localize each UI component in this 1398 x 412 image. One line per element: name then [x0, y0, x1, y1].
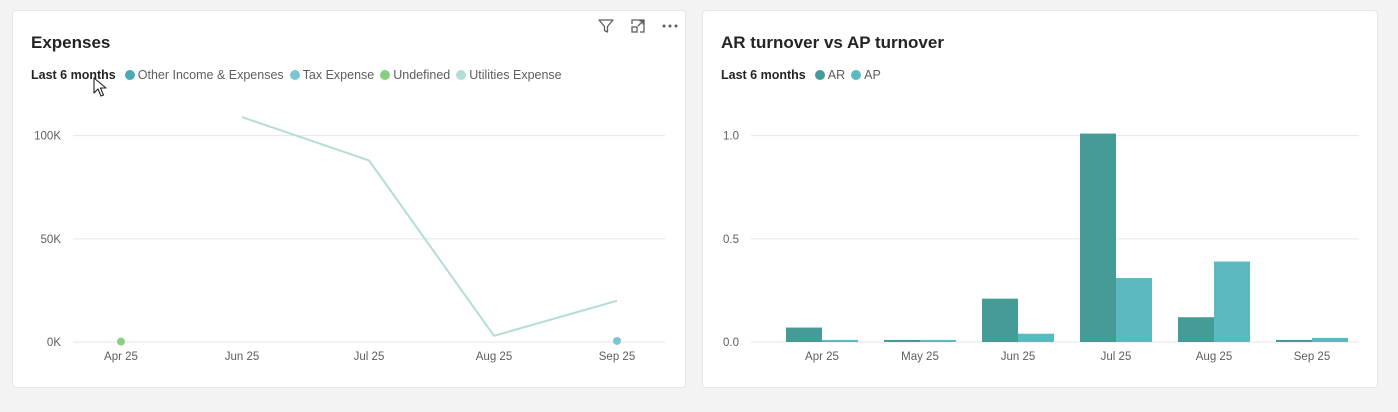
- legend-label: AP: [864, 68, 881, 82]
- bar-ar: [1080, 133, 1116, 342]
- x-tick-label: Apr 25: [104, 351, 138, 363]
- bar-ap: [1116, 278, 1152, 342]
- turnover-legend-title: Last 6 months: [721, 68, 806, 82]
- series-point-2: [117, 337, 125, 346]
- bar-ap: [1214, 261, 1250, 342]
- legend-item-tax-expense[interactable]: Tax Expense: [289, 68, 375, 82]
- legend-dot: [814, 70, 825, 80]
- x-tick-label: May 25: [901, 351, 939, 363]
- focus-mode-icon[interactable]: [627, 15, 649, 37]
- legend-dot: [124, 70, 135, 80]
- y-tick-label: 0K: [47, 337, 61, 349]
- expenses-chart: 0K 50K 100K Apr 25 Jun 25 Jul 25 Aug 25 Sep 25: [34, 116, 665, 363]
- bar-ar: [1276, 339, 1312, 342]
- expenses-title: Expenses: [31, 33, 111, 52]
- y-tick-label: 50K: [41, 234, 62, 246]
- y-tick-label: 0.5: [723, 234, 739, 246]
- bar-ar: [1178, 317, 1214, 342]
- legend-item-ar[interactable]: AR: [814, 68, 846, 82]
- turnover-title: AR turnover vs AP turnover: [721, 33, 944, 52]
- bar-ar: [982, 298, 1018, 342]
- legend-item-ap[interactable]: AP: [851, 68, 881, 82]
- legend-label: Undefined: [393, 68, 451, 82]
- filter-icon[interactable]: [595, 15, 617, 37]
- series-point-1: [613, 336, 621, 345]
- x-tick-label: Aug 25: [1196, 351, 1232, 363]
- legend-label: Tax Expense: [302, 68, 375, 82]
- x-tick-label: Jul 25: [354, 351, 385, 363]
- legend-label: Utilities Expense: [469, 68, 562, 82]
- visual-toolbar: [595, 15, 681, 37]
- y-tick-label: 100K: [34, 131, 61, 143]
- x-tick-label: Jun 25: [225, 351, 260, 363]
- bar-ar: [884, 339, 920, 342]
- x-tick-label: Jun 25: [1001, 351, 1036, 363]
- x-tick-label: Apr 25: [805, 351, 839, 363]
- expenses-card[interactable]: Expenses Last 6 months Other Income & Ex…: [12, 10, 686, 388]
- bar-ap: [1312, 337, 1348, 342]
- x-tick-label: Jul 25: [1101, 351, 1132, 363]
- legend-dot: [456, 70, 467, 80]
- legend-dot: [851, 70, 862, 80]
- mouse-cursor-icon: [93, 77, 107, 102]
- bar-ap: [822, 339, 858, 342]
- turnover-card[interactable]: AR turnover vs AP turnover Last 6 months…: [702, 10, 1378, 388]
- legend-label: Other Income & Expenses: [137, 68, 284, 82]
- legend-label: AR: [827, 68, 846, 82]
- bar-ar: [786, 327, 822, 342]
- x-tick-label: Sep 25: [1294, 351, 1330, 363]
- y-tick-label: 1.0: [723, 131, 739, 143]
- legend-dot: [289, 70, 300, 80]
- more-options-icon[interactable]: [659, 15, 681, 37]
- legend-item-other-income[interactable]: Other Income & Expenses: [124, 68, 284, 82]
- turnover-chart: 0.0 0.5 1.0 Apr 25 May 25 Jun 25 Jul 25 Aug 25 S…: [723, 131, 1359, 363]
- x-tick-label: Sep 25: [599, 351, 635, 363]
- y-tick-label: 0.0: [723, 337, 739, 349]
- bar-ap: [1018, 333, 1054, 342]
- legend-item-utilities[interactable]: Utilities Expense: [456, 68, 562, 82]
- turnover-legend: Last 6 months AR AP: [721, 68, 887, 82]
- series-line-3: [241, 116, 618, 337]
- legend-item-undefined[interactable]: Undefined: [380, 68, 450, 82]
- legend-dot: [380, 70, 391, 80]
- x-tick-label: Aug 25: [476, 351, 512, 363]
- bar-ap: [920, 339, 956, 342]
